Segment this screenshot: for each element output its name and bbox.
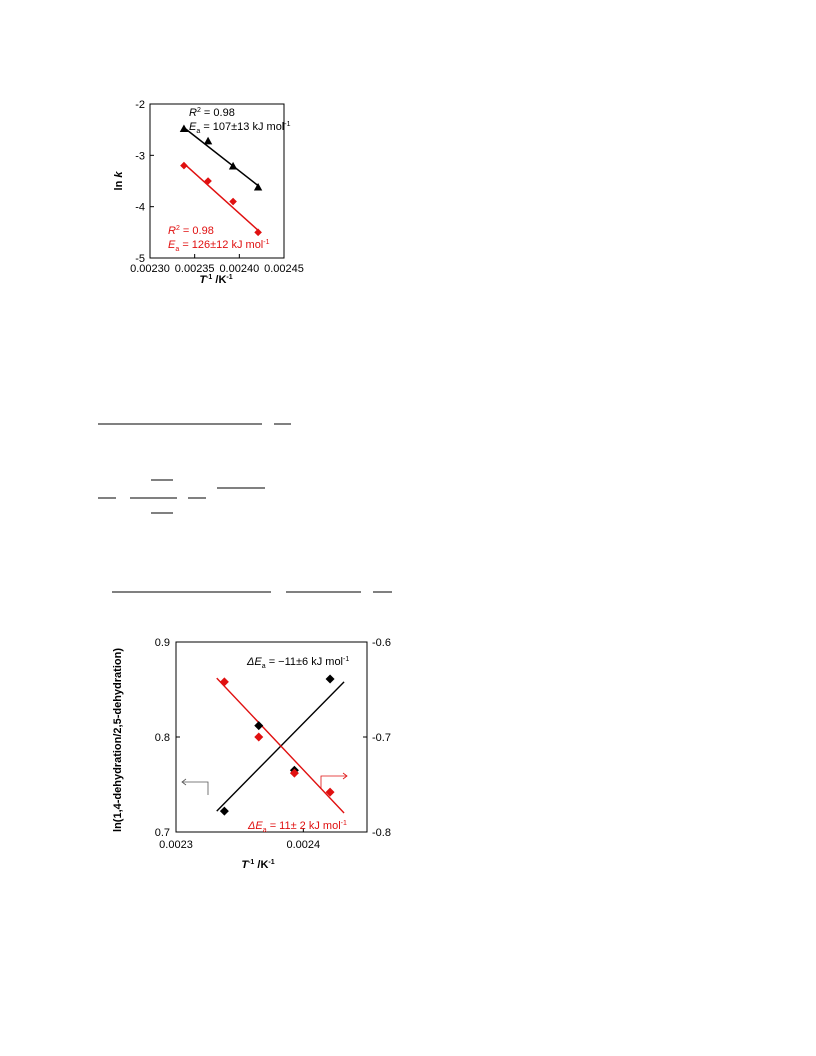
chart-2-red-point	[289, 768, 299, 778]
chart-2-red-point	[219, 677, 229, 687]
chart-1-x-tick-label: 0.00230	[130, 263, 170, 275]
chart-1-y-tick-label: -3	[135, 150, 145, 162]
chart-1-red-point	[204, 177, 212, 185]
chart-1-black-point	[253, 182, 263, 191]
chart-1-black-ea: Ea = 107±13 kJ mol-1	[189, 121, 291, 135]
chart-2-red-point	[254, 732, 264, 742]
chart-2-x-tick-label: 0.0023	[159, 839, 193, 851]
chart-2-right-y-tick-label: -0.6	[372, 637, 391, 649]
chart-2-red-delta-ea: ΔEa = 11± 2 kJ mol-1	[247, 820, 347, 834]
left-axis-arrow-icon	[181, 778, 209, 795]
chart-1-black-annotation: R2 = 0.98 Ea = 107±13 kJ mol-1	[189, 107, 291, 135]
chart-2-black-point	[325, 674, 335, 684]
chart-1-fit-lines	[183, 127, 259, 231]
chart-2-markers	[219, 674, 335, 816]
chart-1-plot-frame	[149, 103, 285, 259]
equation-placeholders	[98, 423, 392, 593]
chart-1-y-tick-label: -4	[135, 202, 145, 214]
chart-2-black-delta-ea: ΔEa = −11±6 kJ mol-1	[246, 656, 349, 670]
chart-1-x-tick-label: 0.00245	[264, 263, 304, 275]
chart-2: 0.9 0.8 0.7 -0.6 -0.7 -0.8 0.0023 0.0024 ln(1,4…	[112, 637, 391, 871]
chart-1-black-point	[228, 161, 238, 170]
chart-2-x-axis-label: T-1 /K-1	[241, 859, 274, 871]
chart-2-black-point	[254, 721, 264, 731]
chart-1-black-r2: R2 = 0.98	[189, 107, 235, 119]
chart-1-black-fit-line	[183, 127, 259, 187]
chart-1-markers	[179, 124, 263, 237]
chart-1-x-tick-label: 0.00240	[219, 263, 259, 275]
chart-2-red-point	[325, 787, 335, 797]
chart-1-red-point	[254, 228, 262, 237]
chart-2-left-y-tick-label: 0.8	[155, 732, 170, 744]
chart-1-ticks: -2 -3 -4 -50.00230 0.00235 0.00240 0.00245	[130, 99, 304, 275]
chart-1: -2 -3 -4 -50.00230 0.00235 0.00240 0.00245 ln …	[113, 99, 304, 286]
chart-2-y-axis-label: ln(1,4-dehydration/2,5-dehydration)	[112, 648, 124, 832]
chart-2-fit-lines	[216, 677, 345, 814]
chart-2-left-y-tick-label: 0.9	[155, 637, 170, 649]
chart-2-black-point	[219, 806, 229, 816]
chart-1-x-axis-label: T-1 /K-1	[199, 274, 232, 286]
chart-2-x-tick-label: 0.0024	[287, 839, 321, 851]
chart-2-right-y-tick-label: -0.8	[372, 827, 391, 839]
chart-1-black-point	[203, 136, 213, 145]
chart-1-x-tick-label: 0.00235	[175, 263, 215, 275]
chart-1-y-tick-label: -2	[135, 99, 145, 111]
right-axis-arrow-icon	[320, 772, 348, 789]
chart-1-red-ea: Ea = 126±12 kJ mol-1	[168, 239, 270, 253]
chart-2-red-fit-line	[216, 677, 345, 814]
chart-1-red-point	[180, 161, 188, 170]
chart-1-y-axis-label: ln k	[113, 171, 125, 191]
chart-1-black-point	[179, 124, 189, 132]
chart-2-right-y-tick-label: -0.7	[372, 732, 391, 744]
chart-2-left-y-tick-label: 0.7	[155, 827, 170, 839]
chart-1-y-tick-label: -5	[135, 253, 145, 265]
chart-2-ticks: 0.9 0.8 0.7 -0.6 -0.7 -0.8 0.0023 0.0024	[155, 637, 391, 851]
chart-1-red-r2: R2 = 0.98	[168, 225, 214, 237]
chart-1-red-fit-line	[183, 162, 259, 231]
chart-1-red-point	[229, 197, 237, 206]
chart-1-red-annotation: R2 = 0.98 Ea = 126±12 kJ mol-1	[168, 225, 270, 253]
